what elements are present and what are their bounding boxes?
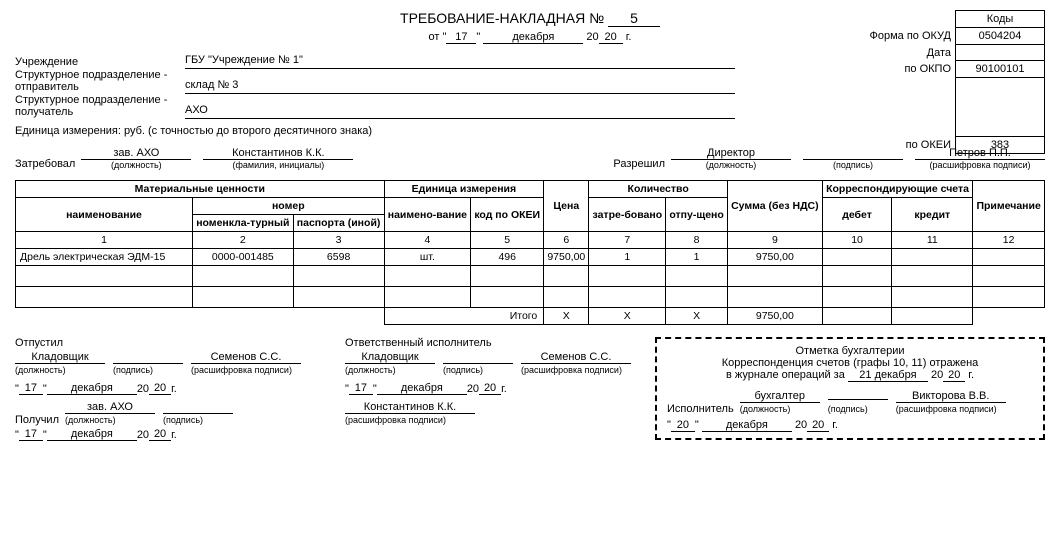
exec-position: Кладовщик [345, 351, 435, 364]
received-position: зав. АХО [65, 401, 155, 414]
table-row [16, 287, 1045, 308]
sender-label: Структурное подразделение -отправитель [15, 69, 185, 94]
table-row: Дрель электрическая ЭДМ-15 0000-001485 6… [16, 249, 1045, 266]
released-position: Кладовщик [15, 351, 105, 364]
table-row [16, 266, 1045, 287]
exec-label: Ответственный исполнитель [345, 337, 498, 349]
sender-value: склад № 3 [185, 79, 735, 94]
accounting-exec-signature [828, 399, 888, 400]
okpo-label: по ОКПО [866, 61, 956, 78]
org-value: ГБУ "Учреждение № 1" [185, 54, 735, 69]
date-code-label: Дата [866, 45, 956, 61]
accounting-exec-name: Викторова В.В. [896, 390, 1006, 403]
exec-name: Семенов С.С. [521, 351, 631, 364]
okei-value: 383 [956, 137, 1045, 154]
main-table: Материальные ценности Единица измерения … [15, 180, 1045, 325]
released-label: Отпустил [15, 337, 76, 349]
okud-label: Форма по ОКУД [866, 28, 956, 45]
codes-box: Коды Форма по ОКУД0504204 Дата по ОКПО90… [866, 10, 1046, 154]
receiver-label: Структурное подразделение -получатель [15, 94, 185, 119]
doc-number: 5 [608, 10, 660, 27]
date-code-value [956, 45, 1045, 61]
totals-row: Итого Х Х Х 9750,00 [16, 308, 1045, 325]
released-signature [113, 363, 183, 364]
accounting-title: Отметка бухгалтерии [667, 345, 1033, 357]
accounting-exec-label: Исполнитель [667, 403, 734, 415]
requested-name: Константинов К.К. [203, 147, 353, 160]
requested-position: зав. АХО [81, 147, 191, 160]
okei-label: по ОКЕИ [866, 137, 956, 154]
okpo-value: 90100101 [956, 61, 1045, 78]
released-name: Семенов С.С. [191, 351, 301, 364]
accounting-exec-position: бухгалтер [740, 390, 820, 403]
org-label: Учреждение [15, 56, 185, 69]
authorized-label: Разрешил [613, 158, 671, 170]
accounting-box: Отметка бухгалтерии Корреспонденция счет… [655, 337, 1045, 440]
receiver-value: АХО [185, 104, 735, 119]
requested-label: Затребовал [15, 158, 81, 170]
received-label: Получил [15, 414, 65, 426]
received-name: Константинов К.К. [345, 401, 475, 414]
codes-header: Коды [956, 11, 1045, 28]
okud-value: 0504204 [956, 28, 1045, 45]
exec-signature [443, 363, 513, 364]
authorized-position: Директор [671, 147, 791, 160]
received-signature [163, 413, 233, 414]
